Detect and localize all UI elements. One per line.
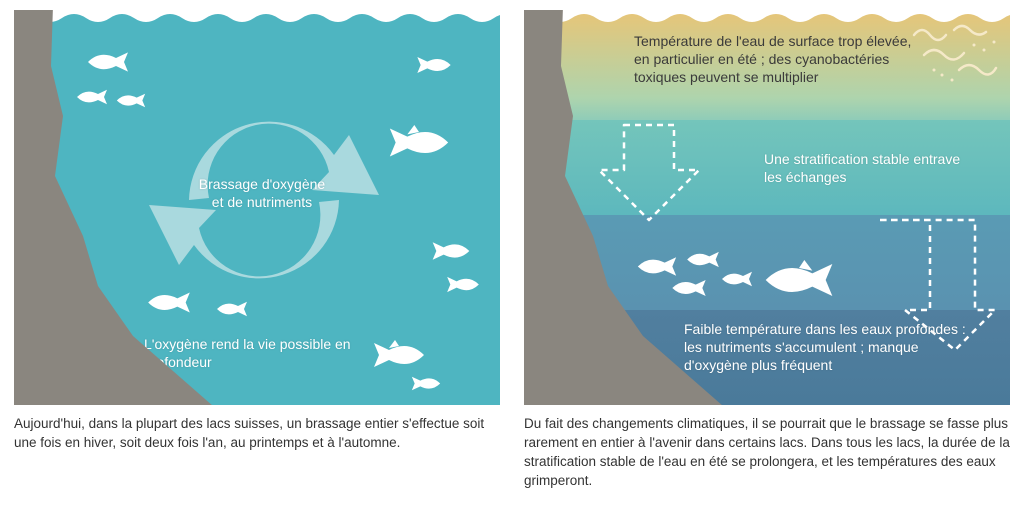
center-label: Brassage d'oxygène et de nutriments	[192, 175, 332, 211]
panel-left: Brassage d'oxygène et de nutriments L'ox…	[14, 10, 500, 502]
fish-icon	[414, 55, 454, 75]
fish-icon	[719, 270, 755, 288]
fish-icon	[429, 240, 473, 262]
caption-right: Du fait des changements climatiques, il …	[524, 415, 1010, 491]
fish-icon	[214, 300, 250, 318]
fish-icon	[409, 375, 443, 392]
diagram-left: Brassage d'oxygène et de nutriments L'ox…	[14, 10, 500, 405]
cliff-left	[14, 10, 213, 405]
cliff-right	[524, 10, 723, 405]
fish-icon	[759, 260, 839, 300]
caption-left: Aujourd'hui, dans la plupart des lacs su…	[14, 415, 500, 453]
panel-right: Température de l'eau de surface trop éle…	[524, 10, 1010, 502]
label-mid-right: Une stratification stable entrave les éc…	[764, 150, 974, 186]
fish-icon	[369, 340, 429, 370]
label-bottom-right: Faible température dans les eaux profond…	[684, 320, 984, 375]
fish-icon	[384, 125, 454, 160]
diagram-right: Température de l'eau de surface trop éle…	[524, 10, 1010, 405]
fish-icon	[444, 275, 482, 294]
